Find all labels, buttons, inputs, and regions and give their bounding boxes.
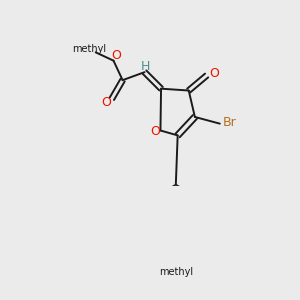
Text: Br: Br — [223, 116, 236, 129]
Text: methyl: methyl — [159, 267, 193, 277]
Text: O: O — [112, 49, 122, 62]
Text: O: O — [101, 96, 111, 109]
Text: O: O — [209, 67, 219, 80]
Text: H: H — [141, 59, 151, 73]
Text: O: O — [151, 125, 160, 138]
Text: methyl: methyl — [73, 44, 106, 54]
